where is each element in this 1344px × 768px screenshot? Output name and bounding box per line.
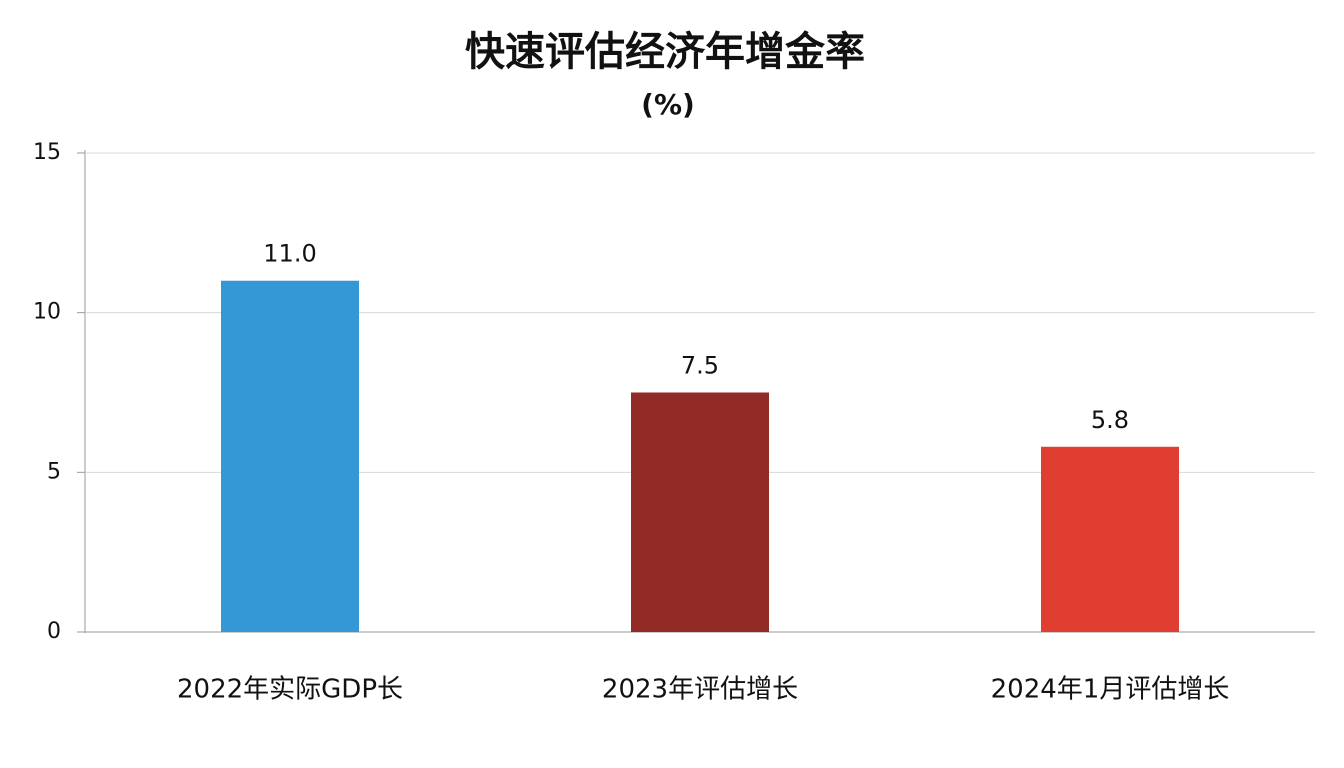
x-tick-label: 2024年1月评估增长: [991, 675, 1230, 705]
y-tick-label: 10: [33, 300, 61, 325]
chart-subtitle: (%): [641, 88, 695, 121]
y-tick-label: 5: [47, 459, 61, 484]
bar: [1041, 446, 1179, 632]
value-label: 7.5: [681, 352, 719, 380]
y-tick-label: 0: [47, 619, 61, 644]
bar: [631, 392, 769, 632]
x-tick-label: 2023年评估增长: [602, 675, 798, 705]
value-label: 5.8: [1091, 406, 1129, 434]
value-label: 11.0: [263, 240, 316, 268]
y-tick-label: 15: [33, 140, 61, 165]
bar: [221, 280, 359, 632]
x-tick-label: 2022年实际GDP长: [177, 675, 403, 705]
chart-title: 快速评估经济年增金率: [465, 29, 865, 75]
